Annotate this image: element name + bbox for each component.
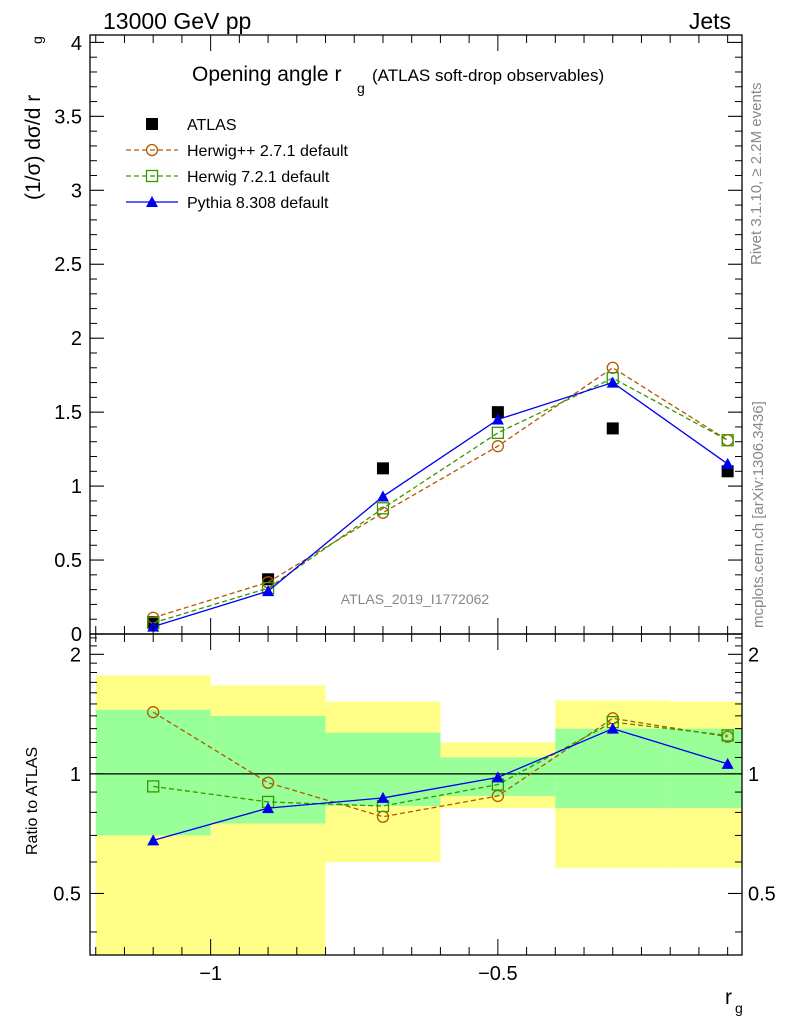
series-line-pythia-8-308-default	[152, 381, 729, 628]
legend-label-herwig-7-2-1-default: Herwig 7.2.1 default	[187, 169, 330, 186]
ratio-band-green	[95, 709, 211, 836]
ratio-tick-label-left: 1	[70, 764, 81, 786]
main-series-layer	[147, 361, 734, 632]
title-main: Opening angle r	[192, 63, 341, 86]
ratio-point-pythia-8-308-default	[606, 722, 619, 734]
data-point-atlas	[491, 406, 504, 419]
y-tick-label: 1	[71, 476, 82, 498]
data-point-pythia-8-308-default	[606, 376, 619, 388]
legend-label-herwig-2-7-1-default: Herwig++ 2.7.1 default	[187, 143, 349, 160]
ratio-point-pythia-8-308-default	[491, 771, 504, 783]
ratio-point-herwig-7-2-1-default	[147, 780, 160, 793]
legend-marker-herwig-2-7-1-default	[145, 143, 159, 157]
svg-text:(1/σ) dσ/d r: (1/σ) dσ/d r	[22, 95, 45, 200]
ratio-series-layer	[147, 706, 734, 846]
analysis-watermark: ATLAS_2019_I1772062	[341, 591, 490, 607]
legend: ATLAS Herwig++ 2.7.1 default Herwig 7.2.1 …	[126, 117, 349, 212]
y-axis-label: (1/σ) dσ/d r	[22, 95, 45, 200]
legend-label-atlas: ATLAS	[187, 117, 237, 134]
ratio-point-herwig-2-7-1-default	[261, 776, 275, 789]
y-tick-label: 3	[71, 180, 82, 202]
ratio-tick-label-left: 0.5	[53, 883, 81, 905]
ratio-tick-label-right: 2	[748, 644, 759, 666]
ratio-tick-label-left: 2	[70, 644, 81, 666]
data-point-herwig-2-7-1-default	[606, 361, 619, 374]
x-tick-label: −0.5	[478, 963, 517, 985]
y-tick-label: 0	[71, 624, 82, 646]
data-point-pythia-8-308-default	[491, 413, 504, 425]
ratio-plot-frame	[89, 633, 743, 956]
series-line-herwig-2-7-1-default	[152, 367, 728, 619]
series-line-herwig-7-2-1-default	[153, 377, 728, 624]
data-point-herwig-7-2-1-default	[721, 434, 734, 447]
data-point-pythia-8-308-default	[721, 457, 734, 469]
y-tick-label: 4	[71, 33, 82, 55]
legend-label-pythia-8-308-default: Pythia 8.308 default	[187, 195, 329, 212]
axes-ticks-layer: 0 0.5 1 1.5 2 2.5 3 3.5 4 −1 −0.5 0.5 0.5 1 1 2 2	[53, 33, 776, 985]
y-axis-label-subscript: g	[29, 36, 45, 44]
ratio-point-pythia-8-308-default	[721, 757, 734, 769]
data-point-herwig-7-2-1-default	[491, 426, 505, 440]
mcplots-source-label: mcplots.cern.ch [arXiv:1306.3436]	[750, 401, 767, 628]
y-tick-label: 2.5	[54, 254, 82, 276]
header-process-label: Jets	[689, 8, 731, 34]
ratio-point-herwig-7-2-1-default	[721, 729, 734, 742]
ratio-point-pythia-8-308-default	[262, 802, 275, 814]
ratio-band-green	[555, 728, 671, 809]
title-subscript: g	[357, 80, 365, 96]
x-axis-label-subscript: g	[735, 1000, 743, 1016]
data-point-herwig-7-2-1-default	[376, 502, 390, 515]
ratio-point-pythia-8-308-default	[147, 834, 160, 846]
ratio-point-herwig-2-7-1-default	[147, 706, 160, 719]
title-suffix: (ATLAS soft-drop observables)	[372, 66, 604, 85]
data-point-atlas	[376, 462, 389, 475]
svg-text:Opening angle r: Opening angle r	[192, 63, 341, 86]
y-tick-label: 2	[71, 328, 82, 350]
y-axis-label-main: (1/σ) dσ/d r	[22, 95, 45, 200]
y-tick-label: 3.5	[54, 106, 82, 128]
plot-title: Opening angle r g (ATLAS soft-drop obser…	[192, 63, 604, 96]
legend-marker-pythia-8-308-default	[146, 196, 158, 207]
header-energy-label: 13000 GeV pp	[103, 8, 251, 34]
ratio-uncertainty-bands	[95, 675, 742, 955]
data-point-herwig-2-7-1-default	[491, 440, 505, 453]
rivet-version-label: Rivet 3.1.10, ≥ 2.2M events	[748, 83, 765, 266]
ratio-y-axis-label: Ratio to ATLAS	[24, 747, 41, 855]
data-point-atlas	[606, 422, 619, 435]
x-tick-label: −1	[199, 963, 222, 985]
ratio-line-herwig-2-7-1-default	[152, 711, 728, 818]
data-point-herwig-2-7-1-default	[721, 434, 734, 447]
legend-marker-herwig-7-2-1-default	[145, 169, 159, 183]
data-point-pythia-8-308-default	[262, 585, 275, 597]
ratio-point-pythia-8-308-default	[376, 791, 389, 803]
ratio-line-pythia-8-308-default	[153, 727, 728, 842]
data-point-pythia-8-308-default	[376, 490, 389, 502]
x-axis-label: r	[725, 986, 732, 1009]
ratio-line-herwig-7-2-1-default	[153, 721, 728, 807]
ratio-tick-label-right: 1	[748, 764, 759, 786]
y-tick-label: 0.5	[54, 550, 82, 572]
legend-marker-atlas	[146, 118, 158, 130]
y-tick-label: 1.5	[54, 402, 82, 424]
ratio-tick-label-right: 0.5	[748, 883, 776, 905]
